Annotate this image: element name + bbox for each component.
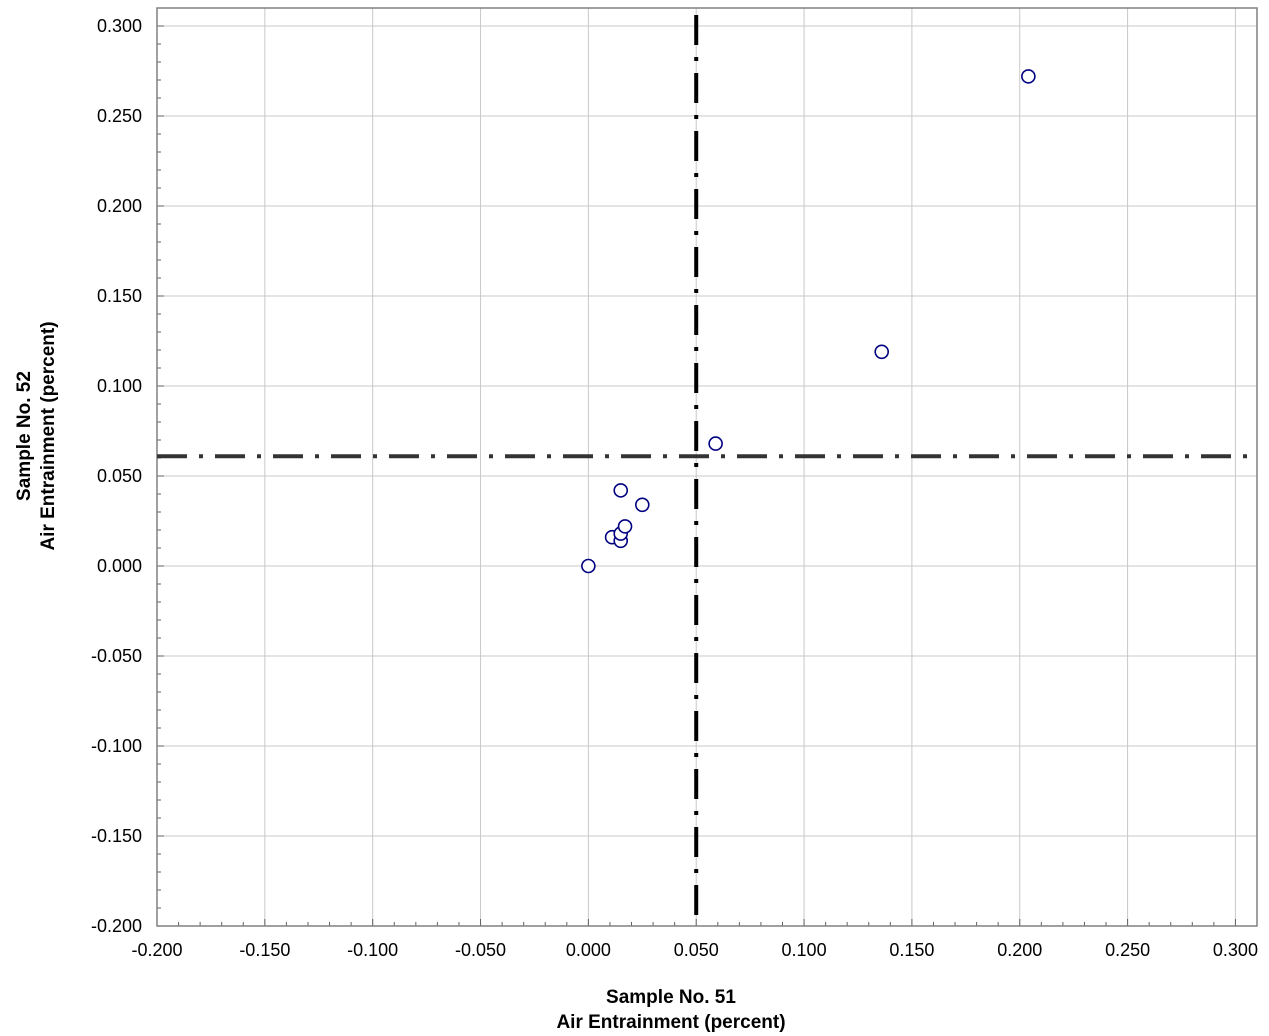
- x-tick-label: 0.300: [1213, 940, 1258, 960]
- y-axis-title-line1: Sample No. 52: [14, 371, 35, 501]
- data-point: [874, 344, 890, 360]
- y-tick-label: -0.100: [91, 736, 142, 756]
- data-point: [1021, 69, 1036, 84]
- x-tick-label: -0.100: [347, 940, 398, 960]
- minor-ticks: [156, 7, 1258, 927]
- x-tick-label: 0.100: [782, 940, 827, 960]
- y-tick-label: -0.200: [91, 916, 142, 936]
- data-point: [634, 497, 650, 513]
- x-tick-label: -0.150: [239, 940, 290, 960]
- x-tick-label: 0.200: [997, 940, 1042, 960]
- data-point: [613, 483, 629, 498]
- y-tick-label: 0.150: [97, 286, 142, 306]
- y-tick-label: 0.000: [97, 556, 142, 576]
- plot-frame: [156, 7, 1258, 927]
- data-point: [617, 519, 633, 534]
- x-axis-tick-labels: -0.200 -0.150 -0.100 -0.050 0.000 0.050 0.100 0…: [131, 940, 1257, 960]
- x-tick-label: -0.200: [131, 940, 182, 960]
- y-tick-label: 0.100: [97, 376, 142, 396]
- y-tick-label: -0.150: [91, 826, 142, 846]
- x-tick-label: 0.250: [1105, 940, 1150, 960]
- y-axis-tick-labels: -0.200 -0.150 -0.100 -0.050 0.000 0.050 0.100 0…: [91, 16, 142, 936]
- y-tick-label: 0.300: [97, 16, 142, 36]
- x-tick-label: 0.000: [566, 940, 611, 960]
- reference-lines: [157, 15, 1257, 926]
- grid-lines: [156, 8, 1257, 927]
- y-tick-label: 0.250: [97, 106, 142, 126]
- x-tick-label: 0.050: [674, 940, 719, 960]
- x-tick-label: 0.150: [889, 940, 934, 960]
- x-tick-label: -0.050: [455, 940, 506, 960]
- data-point: [708, 436, 723, 451]
- y-axis-title-line2: Air Entrainment (percent): [38, 321, 59, 550]
- data-points: [581, 69, 1036, 574]
- x-axis-title-line2: Air Entrainment (percent): [556, 1012, 785, 1033]
- data-point: [581, 558, 596, 574]
- y-tick-label: 0.050: [97, 466, 142, 486]
- y-tick-label: 0.200: [97, 196, 142, 216]
- y-tick-label: -0.050: [91, 646, 142, 666]
- x-axis-title-line1: Sample No. 51: [606, 987, 736, 1008]
